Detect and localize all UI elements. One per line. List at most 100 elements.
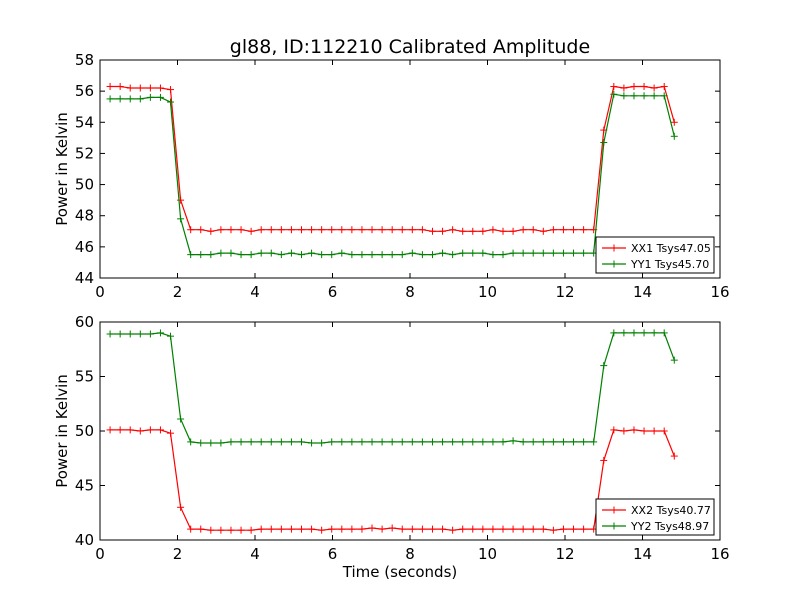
data-point: [358, 226, 366, 234]
data-point: [489, 226, 497, 234]
y-tick-label: 50: [75, 176, 94, 194]
data-point: [590, 438, 598, 446]
data-point: [187, 525, 195, 533]
data-point: [277, 251, 285, 259]
data-point: [318, 526, 326, 534]
data-point: [308, 439, 316, 447]
x-tick-label: 10: [478, 283, 497, 301]
data-point: [348, 226, 356, 234]
data-point: [660, 92, 668, 100]
data-point: [610, 329, 618, 337]
chart-title: gl88, ID:112210 Calibrated Amplitude: [230, 36, 590, 58]
data-point: [267, 438, 275, 446]
y-axis-label: Power in Kelvin: [53, 112, 71, 226]
legend-label: YY1 Tsys45.70: [630, 258, 709, 271]
data-point: [247, 251, 255, 259]
x-tick-label: 12: [555, 545, 574, 563]
data-point: [308, 525, 316, 533]
legend: XX2 Tsys40.77 YY2 Tsys48.97: [595, 498, 715, 536]
data-point: [398, 251, 406, 259]
data-point: [559, 226, 567, 234]
data-point: [136, 330, 144, 338]
data-point: [479, 227, 487, 235]
data-point: [217, 249, 225, 257]
y-tick-label: 40: [75, 531, 94, 549]
data-point: [136, 95, 144, 103]
data-point: [469, 438, 477, 446]
data-point: [116, 95, 124, 103]
data-point: [146, 330, 154, 338]
data-point: [328, 226, 336, 234]
data-point: [418, 226, 426, 234]
data-point: [439, 525, 447, 533]
data-point: [156, 93, 164, 101]
legend-label: YY2 Tsys48.97: [630, 520, 709, 533]
data-point: [449, 438, 457, 446]
data-point: [116, 330, 124, 338]
data-point: [499, 438, 507, 446]
data-point: [529, 525, 537, 533]
data-point: [600, 456, 608, 464]
legend-label: XX1 Tsys47.05: [631, 242, 711, 255]
data-point: [348, 251, 356, 259]
data-point: [408, 525, 416, 533]
data-point: [479, 438, 487, 446]
data-point: [439, 438, 447, 446]
y-tick-label: 48: [75, 207, 94, 225]
data-point: [570, 249, 578, 257]
data-point: [469, 227, 477, 235]
data-point: [539, 249, 547, 257]
data-point: [398, 525, 406, 533]
data-point: [156, 426, 164, 434]
x-tick-label: 14: [633, 283, 652, 301]
y-tick-label: 55: [75, 368, 94, 386]
legend-label: XX2 Tsys40.77: [631, 504, 711, 517]
data-point: [529, 249, 537, 257]
x-tick-label: 4: [250, 545, 260, 563]
data-point: [408, 226, 416, 234]
data-point: [247, 438, 255, 446]
data-point: [227, 226, 235, 234]
axes-frame: [99, 321, 721, 541]
data-point: [378, 251, 386, 259]
data-point: [630, 426, 638, 434]
data-point: [489, 251, 497, 259]
x-tick-label: 0: [95, 283, 105, 301]
data-point: [670, 452, 678, 460]
data-point: [287, 249, 295, 257]
data-point: [227, 438, 235, 446]
data-point: [237, 526, 245, 534]
data-point: [499, 251, 507, 259]
data-point: [187, 226, 195, 234]
data-point: [368, 251, 376, 259]
data-point: [177, 415, 185, 423]
data-point: [670, 132, 678, 140]
data-point: [348, 525, 356, 533]
data-point: [418, 438, 426, 446]
data-point: [187, 251, 195, 259]
data-point: [459, 525, 467, 533]
data-point: [298, 438, 305, 446]
data-point: [237, 226, 245, 234]
x-axis-label: Time (seconds): [342, 563, 458, 581]
data-point: [207, 526, 215, 534]
data-point: [167, 332, 175, 340]
y-tick-label: 54: [75, 113, 94, 131]
data-point: [257, 226, 265, 234]
data-point: [670, 118, 678, 126]
data-point: [368, 226, 376, 234]
data-point: [217, 439, 225, 447]
data-point: [620, 329, 628, 337]
data-point: [479, 249, 487, 257]
data-point: [257, 438, 265, 446]
data-point: [277, 525, 285, 533]
data-point: [187, 438, 195, 446]
data-point: [106, 95, 114, 103]
data-point: [348, 438, 356, 446]
x-tick-label: 14: [633, 545, 652, 563]
data-point: [660, 82, 668, 90]
x-tick-label: 8: [405, 283, 415, 301]
y-tick-label: 60: [75, 313, 94, 331]
data-point: [298, 226, 305, 234]
data-point: [418, 525, 426, 533]
